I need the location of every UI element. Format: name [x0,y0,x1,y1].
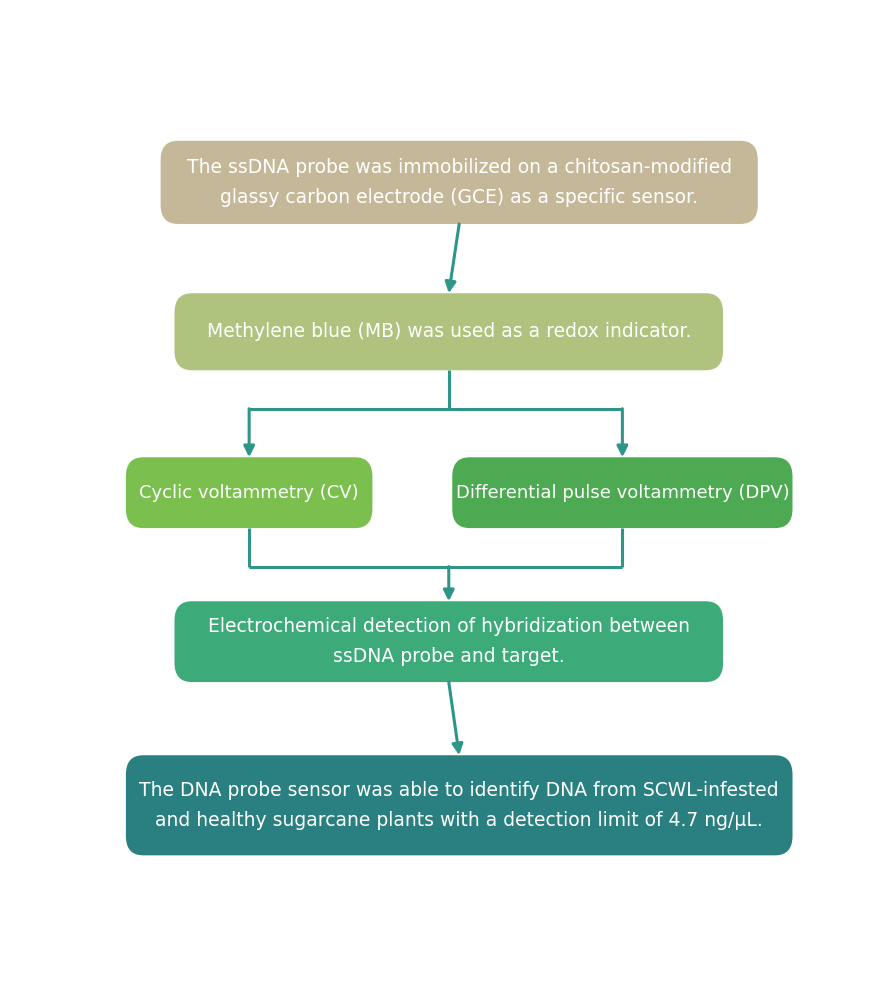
FancyBboxPatch shape [125,755,793,855]
Text: The ssDNA probe was immobilized on a chitosan-modified
glassy carbon electrode (: The ssDNA probe was immobilized on a chi… [186,158,732,207]
Text: Methylene blue (MB) was used as a redox indicator.: Methylene blue (MB) was used as a redox … [207,322,691,341]
FancyBboxPatch shape [160,141,758,224]
Text: Differential pulse voltammetry (DPV): Differential pulse voltammetry (DPV) [455,484,789,502]
FancyBboxPatch shape [452,457,793,528]
FancyBboxPatch shape [175,293,723,370]
Text: The DNA probe sensor was able to identify DNA from SCWL-infested
and healthy sug: The DNA probe sensor was able to identif… [140,781,779,830]
Text: Cyclic voltammetry (CV): Cyclic voltammetry (CV) [140,484,359,502]
FancyBboxPatch shape [175,601,723,682]
FancyBboxPatch shape [125,457,373,528]
Text: Electrochemical detection of hybridization between
ssDNA probe and target.: Electrochemical detection of hybridizati… [208,617,690,666]
